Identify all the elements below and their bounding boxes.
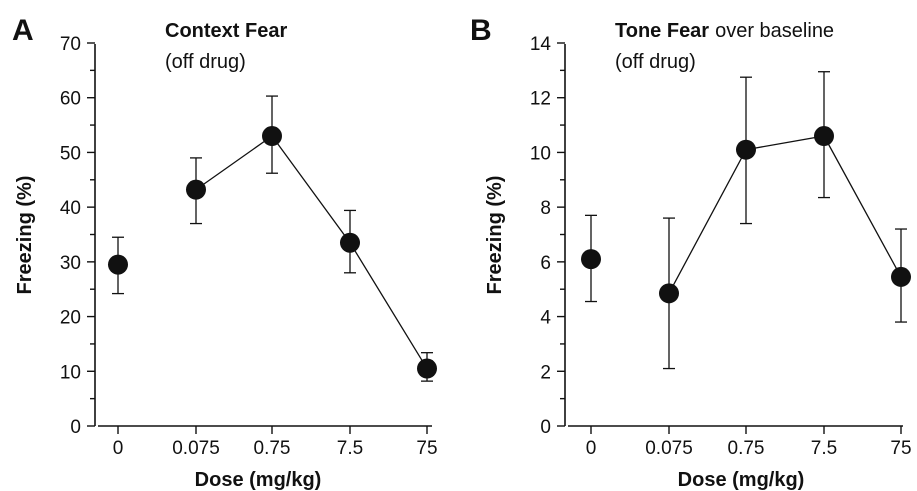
series-line [668, 135, 902, 294]
data-point [186, 179, 206, 200]
panel-b-series [581, 71, 911, 370]
series-line [195, 135, 428, 369]
x-tick-label: 0.075 [645, 438, 693, 459]
panel-a-y-ticks: 0 10 20 30 40 50 60 70 [60, 34, 95, 438]
x-tick-label: 75 [416, 438, 437, 459]
y-tick-label: 6 [540, 253, 551, 274]
panel-a-y-axis-title: Freezing (%) [14, 176, 36, 295]
panel-b-title: Tone Fear over baseline [615, 20, 834, 42]
y-tick-label: 12 [530, 89, 551, 110]
y-tick-label: 10 [530, 143, 551, 164]
panel-a-x-axis-title: Dose (mg/kg) [195, 469, 322, 491]
data-point [262, 126, 282, 147]
data-point [814, 126, 834, 147]
panel-a: A Context Fear (off drug) 0 10 20 30 40 50 60 7… [12, 14, 438, 491]
y-tick-label: 40 [60, 198, 81, 219]
y-tick-label: 70 [60, 34, 81, 55]
x-tick-label: 0.75 [728, 438, 765, 459]
data-point [108, 254, 128, 275]
y-tick-label: 4 [540, 308, 551, 329]
panel-b-subtitle: (off drug) [615, 51, 696, 73]
panel-a-x-ticks: 0 0.075 0.75 7.5 75 [113, 426, 438, 459]
y-tick-label: 0 [70, 417, 81, 438]
data-point [417, 358, 437, 379]
data-point [891, 266, 911, 287]
y-tick-label: 14 [530, 34, 552, 55]
x-tick-label: 0 [113, 438, 124, 459]
y-tick-label: 20 [60, 308, 81, 329]
panel-b-letter: B [470, 14, 492, 47]
panel-a-title: Context Fear [165, 20, 287, 42]
y-tick-label: 60 [60, 89, 81, 110]
x-tick-label: 7.5 [337, 438, 363, 459]
panel-b-x-ticks: 0 0.075 0.75 7.5 75 [586, 426, 912, 459]
x-tick-label: 0.75 [254, 438, 291, 459]
panel-a-letter: A [12, 14, 34, 47]
y-tick-label: 30 [60, 253, 81, 274]
panel-b-title-bold: Tone Fear [615, 20, 709, 42]
panel-b-y-ticks: 0 2 4 6 8 10 12 14 [530, 34, 565, 438]
panel-b-title-rest: over baseline [715, 20, 834, 42]
data-point [581, 249, 601, 270]
data-point [340, 232, 360, 253]
data-point [736, 139, 756, 160]
panel-a-title-bold: Context Fear [165, 20, 287, 42]
panel-b-x-axis-title: Dose (mg/kg) [678, 469, 805, 491]
panel-a-series [108, 95, 437, 382]
x-tick-label: 7.5 [811, 438, 837, 459]
y-tick-label: 50 [60, 143, 81, 164]
x-tick-label: 0 [586, 438, 597, 459]
panel-b-y-axis-title: Freezing (%) [484, 176, 506, 295]
panel-a-subtitle: (off drug) [165, 51, 246, 73]
y-tick-label: 2 [540, 362, 551, 383]
x-tick-label: 0.075 [172, 438, 220, 459]
panel-b: B Tone Fear over baseline (off drug) 0 2 4 6… [470, 14, 912, 491]
y-tick-label: 8 [540, 198, 551, 219]
y-tick-label: 10 [60, 362, 81, 383]
data-point [659, 283, 679, 304]
x-tick-label: 75 [890, 438, 911, 459]
y-tick-label: 0 [540, 417, 551, 438]
